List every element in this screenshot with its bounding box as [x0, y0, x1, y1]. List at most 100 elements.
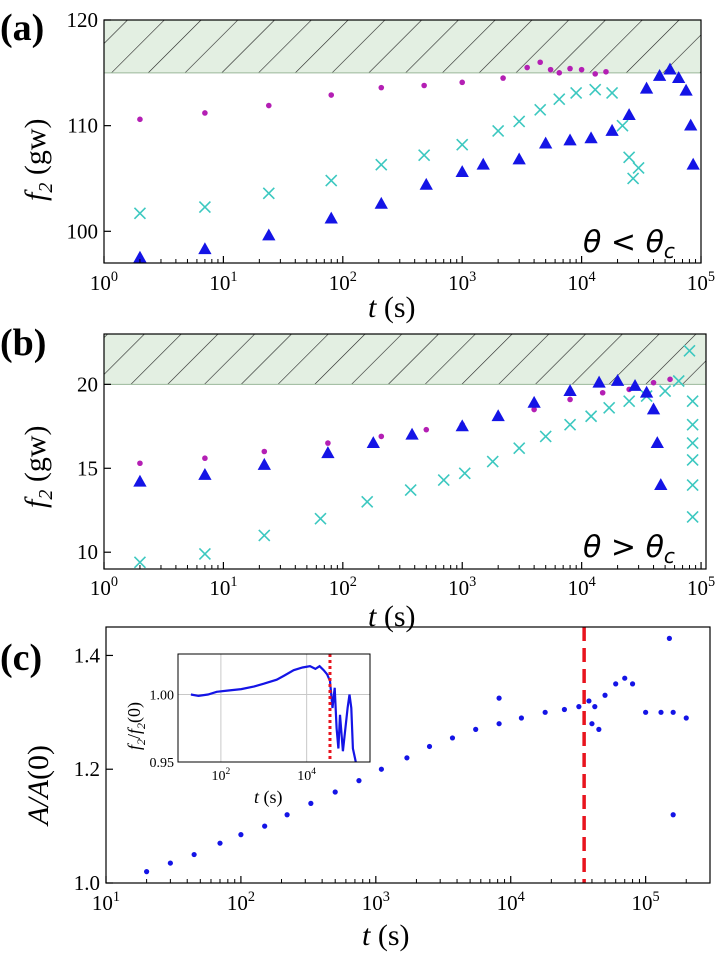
- data-point-x: [486, 455, 499, 468]
- data-point-triangle: [622, 108, 636, 120]
- data-point-circle: [578, 66, 585, 73]
- data-point-dot: [629, 681, 636, 687]
- data-point-dot: [238, 832, 244, 838]
- data-point-triangle: [563, 133, 577, 146]
- tick-label: 1.2: [74, 757, 100, 781]
- panel-b-xlabel: t (s): [368, 600, 416, 633]
- tick-label: 102: [329, 574, 357, 600]
- tick-label: 105: [687, 269, 715, 295]
- data-point-dot: [284, 812, 290, 818]
- data-point-circle: [650, 379, 657, 386]
- tick-label: 100: [90, 269, 118, 295]
- data-point-x: [623, 151, 636, 164]
- data-point-dot: [449, 735, 456, 741]
- panel-a-ticks: 100 101 102 103 104 105 100 110 120: [67, 8, 716, 295]
- data-point-x: [659, 385, 672, 398]
- panel-c: (c) 101 102 103 104 105 1.0 1.2 1.4 t (s) A/A(0…: [0, 626, 711, 952]
- data-point-dot: [670, 812, 676, 818]
- inset-background: [178, 654, 370, 762]
- tick-label: 1.4: [74, 643, 101, 667]
- data-point-triangle: [610, 374, 625, 386]
- inset-frame: [177, 653, 371, 763]
- data-point-x: [686, 453, 699, 466]
- data-point-dot: [683, 715, 689, 721]
- data-point-circle: [137, 116, 143, 123]
- tick-label: 101: [92, 889, 120, 915]
- data-point-dot: [356, 778, 362, 784]
- data-point-x: [627, 172, 640, 185]
- panel-b-marks: [133, 344, 699, 569]
- data-point-circle: [592, 71, 599, 77]
- data-point-circle: [261, 448, 268, 455]
- data-point-dot: [378, 766, 385, 772]
- panel-a-frame: [103, 19, 702, 264]
- data-point-x: [616, 119, 629, 132]
- inset-tick-label: 1.00: [150, 689, 175, 704]
- data-point-x: [458, 467, 471, 480]
- data-point-dot: [496, 695, 502, 701]
- data-point-circle: [328, 92, 335, 98]
- data-point-triangle: [563, 384, 577, 396]
- tick-label: 102: [212, 767, 231, 784]
- panel-b-band: [104, 334, 706, 385]
- data-point-circle: [325, 440, 331, 446]
- data-point-triangle: [592, 375, 606, 388]
- data-point-dot: [217, 840, 223, 846]
- data-point-triangle: [419, 177, 433, 190]
- tick-label: 101: [209, 269, 237, 295]
- tick-label: 105: [687, 574, 715, 600]
- data-point-circle: [423, 426, 430, 433]
- data-point-triangle: [527, 395, 541, 408]
- data-point-triangle: [324, 211, 338, 224]
- panel-a-ylabel: f2 (gw): [19, 119, 57, 202]
- panel-a-label: (a): [0, 7, 44, 49]
- data-point-triangle: [491, 409, 505, 422]
- data-point-circle: [500, 75, 506, 81]
- tick-label: 105: [632, 889, 660, 915]
- data-point-triangle: [639, 81, 654, 94]
- inset-marks: [190, 664, 357, 762]
- panel-b-ylabel: f2 (gw): [19, 426, 57, 509]
- data-point-triangle: [663, 62, 677, 75]
- data-point-triangle: [476, 157, 490, 170]
- data-point-x: [492, 124, 505, 138]
- data-point-dot: [622, 675, 628, 681]
- data-point-triangle: [654, 478, 668, 490]
- data-point-x: [198, 200, 211, 214]
- data-point-x: [683, 344, 696, 357]
- panel-a-band: [104, 20, 701, 74]
- data-point-x: [258, 529, 271, 542]
- data-point-x: [133, 556, 147, 569]
- data-point-triangle: [133, 250, 147, 263]
- data-point-dot: [586, 698, 592, 704]
- data-point-x: [585, 410, 598, 423]
- data-point-x: [539, 430, 552, 443]
- data-point-x: [570, 86, 583, 99]
- data-point-triangle: [628, 379, 642, 391]
- data-point-triangle: [321, 446, 335, 459]
- tick-label: 1.0: [74, 871, 100, 895]
- data-point-x: [262, 187, 275, 200]
- data-point-triangle: [672, 71, 686, 84]
- data-point-dot: [191, 851, 197, 858]
- data-point-dot: [144, 869, 150, 875]
- panel-a-annotation: θ < θc: [583, 225, 675, 263]
- data-point-circle: [378, 84, 385, 91]
- data-point-dot: [262, 823, 268, 829]
- data-point-triangle: [652, 68, 667, 81]
- data-point-x: [314, 512, 327, 525]
- data-point-x: [686, 418, 699, 431]
- data-point-circle: [378, 433, 385, 440]
- data-point-x: [623, 395, 636, 408]
- inset-tick-label: 0.95: [150, 756, 175, 771]
- tick-label: 101: [209, 574, 237, 600]
- panel-c-ylabel: A/A(0): [22, 745, 55, 827]
- tick-label: 100: [67, 219, 99, 243]
- data-point-x: [672, 374, 685, 388]
- forbidden-band-a-hatch: [104, 20, 701, 73]
- panel-b: (b) 100 101 102 103 104 105 10 15 20 θ > θc t (s…: [0, 322, 715, 633]
- data-point-triangle: [198, 468, 212, 480]
- data-point-x: [418, 149, 431, 162]
- tick-label: 100: [90, 574, 118, 600]
- data-point-dot: [404, 755, 410, 761]
